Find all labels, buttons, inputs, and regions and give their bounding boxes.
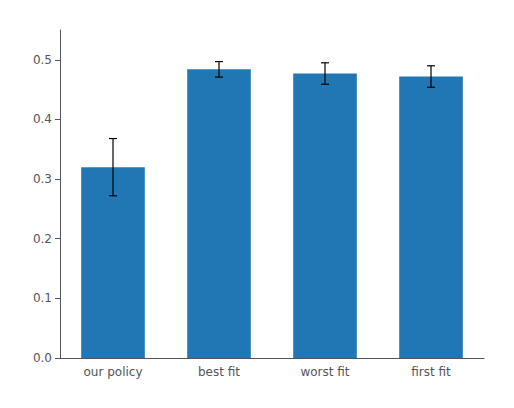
svg-text:0.4: 0.4 — [33, 112, 52, 126]
svg-text:0.2: 0.2 — [33, 232, 52, 246]
svg-text:our policy: our policy — [83, 365, 142, 379]
svg-text:0.3: 0.3 — [33, 172, 52, 186]
svg-text:first fit: first fit — [411, 365, 451, 379]
svg-text:0.0: 0.0 — [33, 351, 52, 365]
svg-text:0.1: 0.1 — [33, 291, 52, 305]
svg-text:worst fit: worst fit — [300, 365, 349, 379]
svg-text:best fit: best fit — [198, 365, 240, 379]
svg-text:0.5: 0.5 — [33, 53, 52, 67]
